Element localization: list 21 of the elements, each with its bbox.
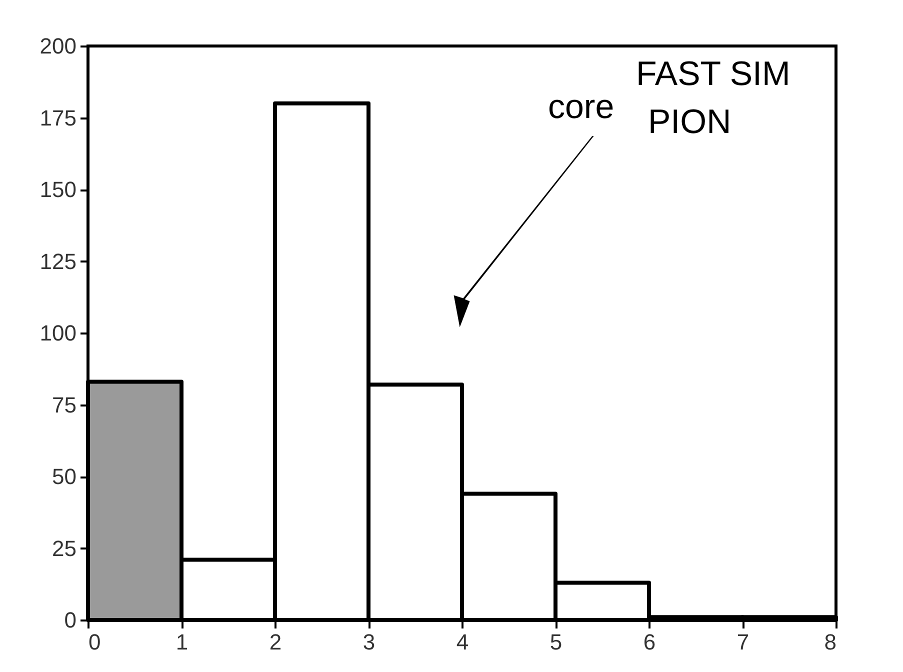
- x-tick-label: 3: [362, 630, 376, 654]
- y-tick-label: 25: [52, 536, 76, 561]
- x-tick-label: 4: [456, 630, 469, 654]
- y-tick-label: 50: [52, 464, 76, 489]
- x-tick-label: 1: [176, 630, 188, 654]
- y-tick-label: 175: [40, 105, 76, 130]
- annotation: PION: [648, 103, 732, 141]
- y-tick-label: 200: [40, 34, 76, 58]
- x-tick-label: 6: [643, 630, 656, 654]
- y-tick-label: 125: [40, 248, 76, 274]
- x-tick-label: 8: [824, 630, 836, 654]
- y-tick-label: 75: [52, 392, 76, 418]
- x-tick-label: 2: [269, 630, 282, 654]
- y-tick-label: 150: [40, 177, 76, 202]
- x-tick-label: 5: [550, 630, 562, 654]
- y-tick-label: 0: [64, 608, 76, 632]
- annotation: FAST SIM: [636, 55, 790, 93]
- annotation: core: [548, 88, 614, 126]
- x-tick-label: 7: [736, 630, 750, 654]
- y-tick-label: 100: [40, 320, 76, 346]
- x-tick-label: 0: [88, 630, 101, 654]
